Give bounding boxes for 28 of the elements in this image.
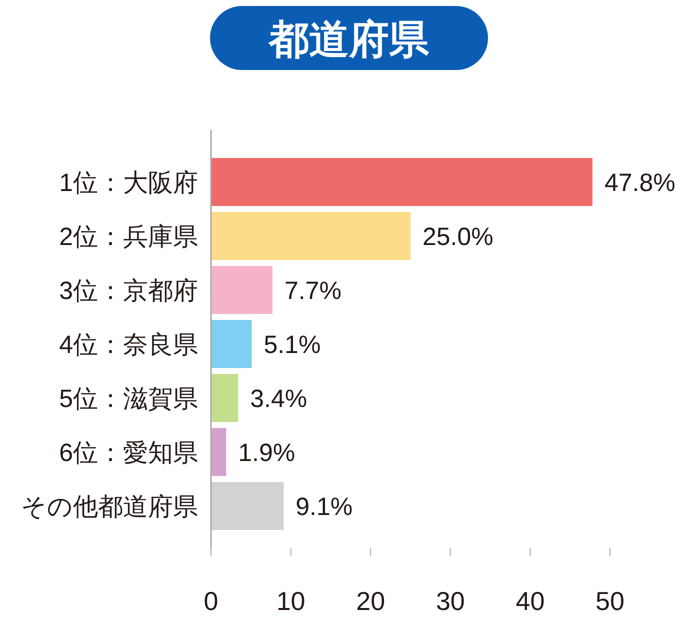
y-tick-label: 6位：愛知県 — [59, 439, 198, 467]
y-tick-label: 4位：奈良県 — [59, 331, 198, 359]
data-label: 3.4% — [250, 385, 308, 413]
x-tick-label: 50 — [596, 586, 624, 616]
bar — [211, 428, 226, 476]
data-label: 1.9% — [238, 439, 296, 467]
bar — [211, 158, 592, 206]
x-tick-label: 40 — [516, 586, 545, 616]
bar — [211, 374, 238, 422]
data-label: 25.0% — [422, 223, 494, 251]
data-label: 7.7% — [284, 277, 342, 305]
y-tick-label: 1位：大阪府 — [59, 169, 198, 197]
x-tick-label: 0 — [204, 586, 218, 616]
y-tick-label: 3位：京都府 — [59, 277, 198, 305]
y-tick-label: その他都道府県 — [21, 493, 198, 521]
chart-title: 都道府県 — [268, 18, 430, 62]
data-label: 5.1% — [264, 331, 321, 359]
x-tick-label: 20 — [356, 586, 386, 616]
data-label: 9.1% — [296, 493, 353, 521]
bar — [211, 212, 410, 260]
bar — [211, 482, 284, 530]
data-label: 47.8% — [604, 169, 676, 197]
bar — [211, 266, 272, 314]
bar — [211, 320, 252, 368]
x-tick-label: 30 — [436, 586, 465, 616]
y-tick-label: 5位：滋賀県 — [59, 385, 198, 413]
x-tick-label: 10 — [276, 586, 306, 616]
y-tick-label: 2位：兵庫県 — [59, 223, 198, 251]
